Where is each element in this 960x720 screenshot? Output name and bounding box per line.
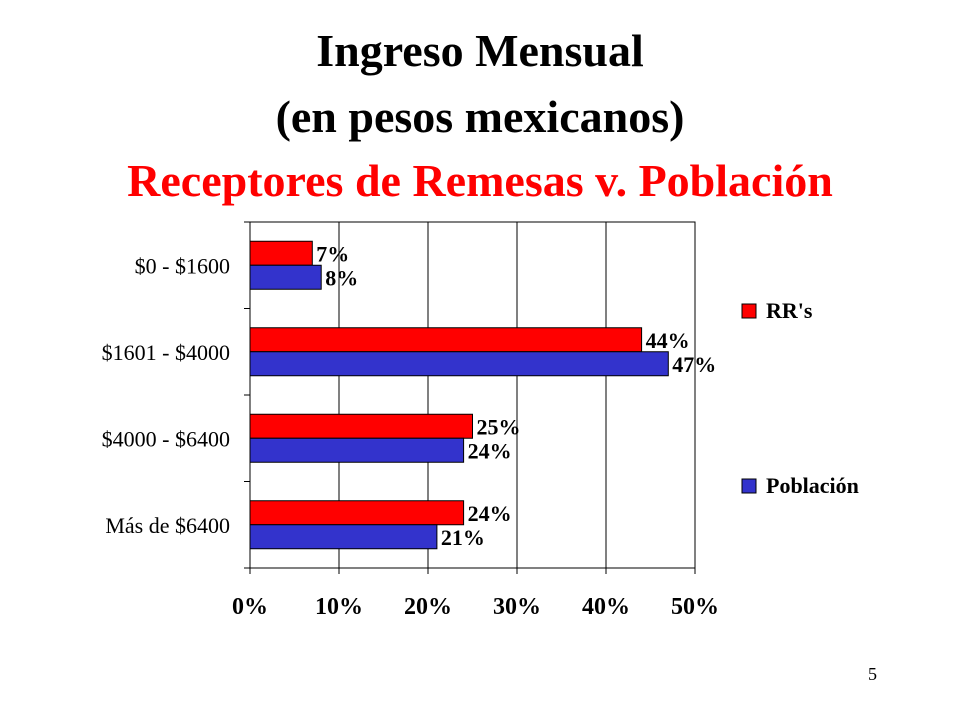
bar (249, 351, 669, 377)
legend-label: RR's (766, 298, 813, 323)
legend-label: Población (766, 473, 859, 498)
data-label: 47% (672, 352, 716, 377)
data-label: 24% (468, 501, 512, 526)
x-tick-label: 40% (582, 594, 630, 620)
chart-comparison-title: Receptores de Remesas v. Población (127, 155, 833, 206)
bar (249, 437, 465, 463)
x-tick-label: 10% (315, 594, 363, 620)
bar (249, 413, 473, 439)
legend-swatch (741, 303, 757, 319)
category-label: $1601 - $4000 (102, 340, 230, 365)
data-label: 24% (468, 438, 512, 463)
data-label: 7% (316, 241, 349, 266)
x-tick-label: 30% (493, 594, 541, 620)
page-number: 5 (868, 664, 877, 684)
chart-subtitle: (en pesos mexicanos) (275, 91, 685, 142)
data-label: 44% (646, 328, 690, 353)
bar (249, 500, 465, 526)
x-tick-label: 0% (232, 594, 268, 620)
legend-swatch (741, 478, 757, 494)
bar (249, 327, 643, 353)
data-label: 21% (441, 525, 485, 550)
category-label: $4000 - $6400 (102, 426, 230, 451)
data-label: 8% (325, 265, 358, 290)
bar (249, 240, 313, 266)
chart-title: Ingreso Mensual (316, 25, 644, 76)
x-tick-label: 20% (404, 594, 452, 620)
x-tick-label: 50% (671, 594, 719, 620)
category-label: Más de $6400 (105, 513, 230, 538)
bar (249, 524, 438, 550)
bar (249, 264, 322, 290)
category-label: $0 - $1600 (135, 253, 230, 278)
data-label: 25% (477, 414, 521, 439)
